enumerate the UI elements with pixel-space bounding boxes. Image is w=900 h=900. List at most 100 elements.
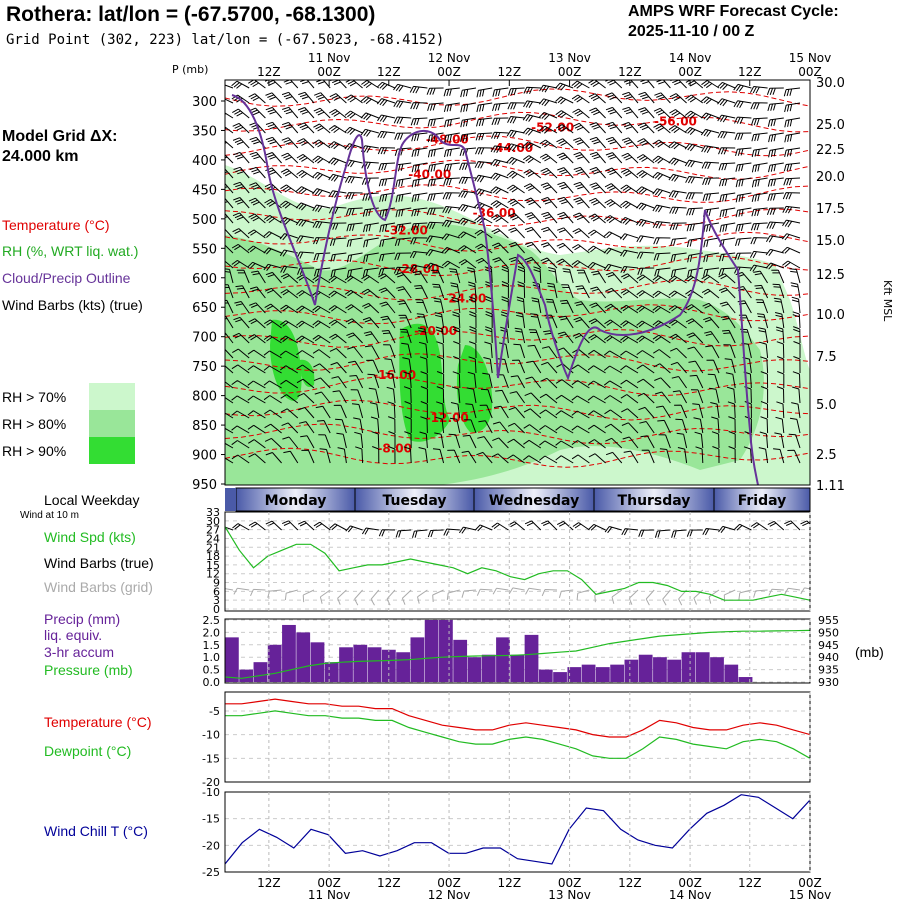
wind-barb <box>247 424 266 434</box>
wind-barb <box>508 227 525 239</box>
precip-bar <box>324 662 339 682</box>
wind-barb <box>777 371 785 388</box>
wind-barb <box>636 154 655 164</box>
isotherm-line <box>225 423 810 445</box>
wind-barb <box>571 425 590 434</box>
wind-barb <box>436 371 445 388</box>
wind-barb <box>703 222 720 233</box>
wind-barb <box>588 229 606 239</box>
wind-barb <box>386 386 396 404</box>
wind-barb <box>758 447 769 464</box>
wind-barb <box>344 275 363 284</box>
grid-wind-barb <box>225 588 234 591</box>
wind-barb <box>403 386 412 404</box>
precip-bar <box>253 662 268 682</box>
wind-barb <box>783 87 801 97</box>
wind-barb <box>669 222 687 230</box>
wind-barb <box>247 365 266 374</box>
isotherm-line <box>225 447 810 468</box>
wind-barb <box>460 132 477 142</box>
wind-barb <box>733 83 752 92</box>
top-date-label: 15 Nov <box>789 51 832 65</box>
wind-barb <box>296 364 315 374</box>
wind-barb <box>792 311 801 329</box>
wind-barb <box>751 177 768 188</box>
precip-bar <box>339 647 353 682</box>
wind-barb <box>793 326 801 344</box>
wind-barb <box>604 335 623 344</box>
wind-barb <box>652 204 671 213</box>
wind-barb <box>509 391 526 404</box>
wind-barb <box>722 329 736 344</box>
wind-barb <box>523 86 541 95</box>
wind-barb <box>409 251 428 259</box>
wind-barb <box>767 102 784 112</box>
wind-barb <box>539 455 558 464</box>
wind-barb <box>556 152 574 164</box>
surface-wind-barb <box>718 525 736 534</box>
wind-barb <box>638 406 655 419</box>
wind-barb <box>396 286 412 299</box>
wind-barb <box>777 356 785 374</box>
temp-panel-frame <box>224 691 811 783</box>
wind-barb <box>773 448 785 464</box>
wind-barb <box>379 237 396 248</box>
pressure-tick-label: 950 <box>818 626 839 639</box>
wind-barb <box>525 241 542 254</box>
wind-barb <box>668 305 687 314</box>
wind-barb <box>280 408 299 419</box>
wind-barb <box>476 451 493 464</box>
pressure-tick-label: 700 <box>192 331 217 346</box>
top-hour-label: 00Z <box>558 65 582 79</box>
wind-barb <box>734 252 752 260</box>
precip-tick-label: 1.0 <box>203 651 221 664</box>
wind-barb <box>232 108 250 119</box>
wind-barb <box>249 151 266 164</box>
wind-barb <box>387 401 396 419</box>
wind-barb <box>360 128 379 137</box>
precip-tick-label: 2.0 <box>203 626 221 639</box>
wind-barb <box>300 80 315 89</box>
wind-barb <box>301 449 315 464</box>
wind-barb <box>669 333 687 344</box>
precip-bar <box>653 657 667 682</box>
wind-barb <box>362 192 379 201</box>
wind-barb <box>572 108 590 119</box>
wind-barb <box>706 359 720 374</box>
wind-barb <box>476 87 493 98</box>
wind-barb <box>522 141 542 150</box>
surface-wind-barb <box>556 520 574 531</box>
wind-barb <box>727 401 736 419</box>
wind-barb <box>280 273 299 284</box>
wind-barb <box>684 110 704 119</box>
pressure-tick-label: 940 <box>818 651 839 664</box>
wind-barb <box>225 299 234 314</box>
wind-barb <box>312 220 331 229</box>
wind-barb <box>475 147 493 155</box>
bottom-date-label: 13 Nov <box>548 888 591 900</box>
wind-barb <box>689 374 704 389</box>
wind-barb <box>557 167 574 179</box>
wind-barb <box>485 326 493 344</box>
wind-barb <box>394 237 412 247</box>
wind-barb <box>526 360 542 374</box>
wind-barb <box>329 347 347 359</box>
wind-barb <box>281 91 299 104</box>
height-tick-label: 10.0 <box>816 308 845 323</box>
wind-barb <box>417 327 428 344</box>
wind-barb <box>436 356 445 374</box>
precip-bar <box>581 664 596 682</box>
wind-barb <box>462 434 477 449</box>
wind-barb <box>507 438 525 449</box>
pressure-tick-label: 935 <box>818 664 839 677</box>
temperature-tick-label: -10 <box>202 729 220 742</box>
wind-barb <box>345 80 363 89</box>
isotherm-line <box>225 88 810 107</box>
wind-barb <box>346 222 363 232</box>
wind-barb <box>772 283 785 299</box>
wind-barb <box>410 102 428 110</box>
pressure-tick-label: 450 <box>192 183 217 198</box>
wind-barb <box>469 341 477 359</box>
wind-barb <box>604 409 623 419</box>
wind-barb <box>623 450 639 464</box>
